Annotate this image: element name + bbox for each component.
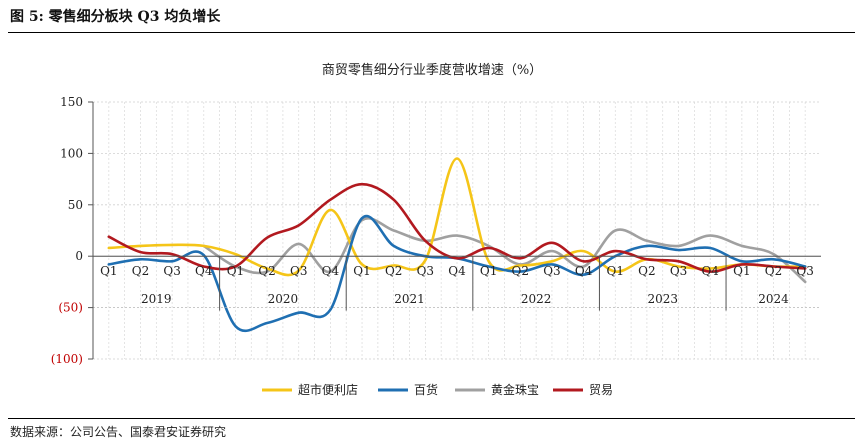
year-label: 2024 (758, 292, 789, 306)
legend-label: 百货 (414, 382, 438, 397)
quarter-tick-label: Q2 (512, 264, 529, 278)
y-tick-label: 150 (60, 95, 83, 109)
quarter-tick-label: Q2 (765, 264, 782, 278)
year-label: 2023 (647, 292, 678, 306)
quarter-tick-label: Q4 (448, 264, 466, 278)
quarter-tick-label: Q3 (543, 264, 560, 278)
quarter-tick-label: Q3 (670, 264, 687, 278)
y-tick-label: 100 (60, 146, 83, 160)
top-rule (8, 32, 855, 33)
year-label: 2021 (394, 292, 425, 306)
legend-label: 贸易 (589, 383, 613, 397)
series-line-1 (107, 157, 807, 277)
quarter-tick-label: Q4 (322, 264, 340, 278)
y-tick-label: 50 (68, 198, 83, 212)
quarter-tick-label: Q4 (575, 264, 593, 278)
series-line-4 (107, 182, 807, 273)
quarter-tick-label: Q2 (132, 264, 149, 278)
y-tick-label: 0 (75, 249, 83, 263)
quarter-tick-label: Q3 (796, 264, 813, 278)
quarter-tick-label: Q3 (290, 264, 307, 278)
year-label: 2022 (521, 292, 552, 306)
legend: 超市便利店 百货 黄金珠宝 贸易 (262, 382, 613, 397)
y-tick-label: (50) (58, 301, 83, 315)
quarter-tick-label: Q1 (100, 264, 117, 278)
year-label: 2020 (268, 292, 299, 306)
legend-label: 黄金珠宝 (491, 382, 539, 397)
y-tick-label: (100) (51, 352, 83, 366)
series-line-3 (202, 217, 807, 284)
quarter-tick-label: Q1 (353, 264, 370, 278)
quarter-tick-label: Q1 (227, 264, 244, 278)
axis-layer: 150 100 50 0 (50) (100) 2019 2020 2021 2022 2023 20… (51, 95, 821, 366)
quarter-tick-label: Q1 (607, 264, 624, 278)
quarter-tick-label: Q3 (163, 264, 180, 278)
year-label: 2019 (141, 292, 172, 306)
series-layer (107, 157, 807, 332)
quarter-tick-label: Q2 (638, 264, 655, 278)
quarter-tick-label: Q1 (480, 264, 497, 278)
quarter-tick-label: Q4 (701, 264, 719, 278)
quarter-tick-label: Q1 (733, 264, 750, 278)
source-note: 数据来源：公司公告、国泰君安证券研究 (10, 425, 227, 439)
quarter-tick-label: Q4 (195, 264, 213, 278)
legend-label: 超市便利店 (298, 382, 358, 397)
figure-label: 图 5: 零售细分板块 Q3 均负增长 (10, 9, 221, 25)
quarter-tick-label: Q2 (385, 264, 402, 278)
quarter-tick-label: Q3 (417, 264, 434, 278)
bottom-rule (8, 418, 855, 419)
quarter-tick-label: Q2 (258, 264, 275, 278)
chart-title: 商贸零售细分行业季度营收增速（%） (322, 62, 542, 78)
